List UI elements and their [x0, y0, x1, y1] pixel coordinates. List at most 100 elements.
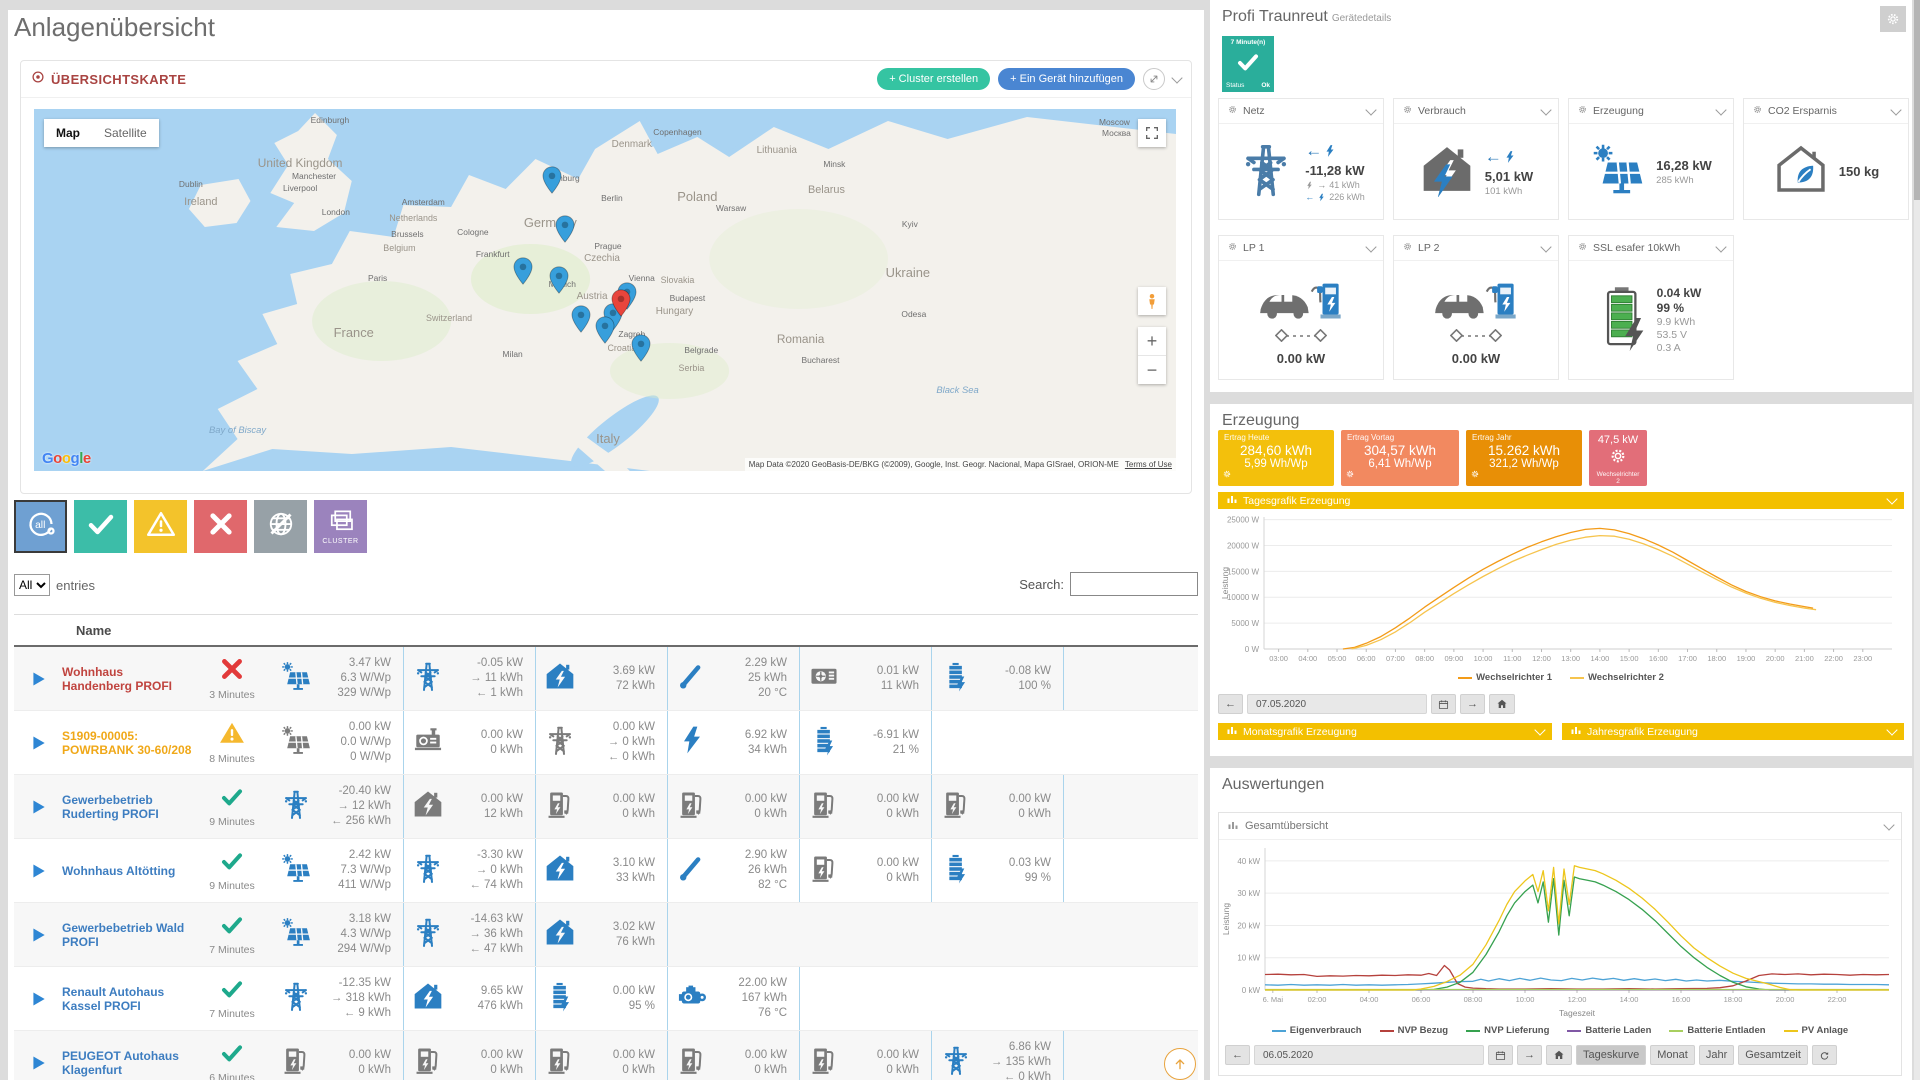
plant-name[interactable]: Gewerbebetrieb Ruderting PROFI: [62, 775, 192, 838]
chevron-down-icon[interactable]: [1534, 724, 1545, 735]
card-header: CO2 Ersparnis: [1744, 99, 1908, 124]
card-verbrauch: Verbrauch←5,01 kW101 kWh: [1393, 98, 1559, 220]
map-pin-alert[interactable]: [611, 289, 631, 317]
svg-text:07:00: 07:00: [1386, 654, 1405, 663]
chevron-down-icon[interactable]: [1365, 241, 1376, 252]
filter-ok-button[interactable]: [74, 500, 127, 553]
plant-name[interactable]: Gewerbebetrieb Wald PROFI: [62, 903, 192, 966]
search-input[interactable]: [1070, 572, 1198, 596]
stat-card-1[interactable]: Ertrag Heute284,60 kWh5,99 Wh/Wp: [1218, 430, 1334, 486]
prev-day-button[interactable]: ←: [1225, 1045, 1250, 1065]
home-button[interactable]: [1546, 1045, 1572, 1065]
plant-name[interactable]: Renault Autohaus Kassel PROFI: [62, 967, 192, 1030]
map-pin[interactable]: [549, 266, 569, 294]
table-row[interactable]: Gewerbebetrieb Wald PROFI7 Minutes3.18 k…: [14, 903, 1198, 967]
stat-card-3[interactable]: Ertrag Jahr15.262 kWh321,2 Wh/Wp: [1466, 430, 1582, 486]
calendar-button[interactable]: [1488, 1045, 1513, 1065]
legend-item: Batterie Entladen: [1669, 1025, 1765, 1036]
zoom-out-button[interactable]: −: [1138, 356, 1166, 384]
zoom-in-button[interactable]: +: [1138, 327, 1166, 355]
range-button-monat[interactable]: Monat: [1650, 1045, 1695, 1065]
table-row[interactable]: Gewerbebetrieb Ruderting PROFI9 Minutes-…: [14, 775, 1198, 839]
chevron-down-icon[interactable]: [1890, 104, 1901, 115]
table-row[interactable]: Renault Autohaus Kassel PROFI7 Minutes-1…: [14, 967, 1198, 1031]
svg-text:02:00: 02:00: [1308, 995, 1327, 1004]
row-play-button[interactable]: [14, 1031, 62, 1080]
chevron-down-icon[interactable]: [1365, 104, 1376, 115]
next-day-button[interactable]: →: [1517, 1045, 1542, 1065]
row-play-button[interactable]: [14, 647, 62, 710]
row-play-button[interactable]: [14, 775, 62, 838]
map-pin[interactable]: [555, 215, 575, 243]
map-pin[interactable]: [542, 166, 562, 194]
stat-card-2[interactable]: Ertrag Vortag304,57 kWh6,41 Wh/Wp: [1341, 430, 1459, 486]
map-pin[interactable]: [631, 334, 651, 362]
table-row[interactable]: PEUGEOT Autohaus Klagenfurt6 Minutes0.00…: [14, 1031, 1198, 1080]
table-row[interactable]: S1909-00005: POWRBANK 30-60/2088 Minutes…: [14, 711, 1198, 775]
svg-text:06:00: 06:00: [1357, 654, 1376, 663]
map-pin[interactable]: [595, 316, 615, 344]
entries-select[interactable]: All: [14, 574, 50, 596]
date-field[interactable]: 07.05.2020: [1247, 694, 1427, 714]
filter-offline-button[interactable]: [254, 500, 307, 553]
jahresgrafik-bar[interactable]: Jahresgrafik Erzeugung: [1562, 723, 1904, 740]
metric-values: 6.92 kW34 kWh: [708, 728, 799, 758]
chevron-down-icon[interactable]: [1715, 241, 1726, 252]
date-field[interactable]: 06.05.2020: [1254, 1045, 1484, 1065]
monatsgrafik-bar[interactable]: Monatsgrafik Erzeugung: [1218, 723, 1552, 740]
terms-link[interactable]: Terms of Use: [1125, 460, 1172, 469]
status-ok-icon: [220, 977, 244, 1006]
card-sub-value: 285 kWh: [1656, 175, 1712, 186]
chevron-down-icon[interactable]: [1540, 241, 1551, 252]
scroll-top-button[interactable]: [1164, 1048, 1196, 1080]
prev-day-button[interactable]: ←: [1218, 694, 1243, 714]
next-day-button[interactable]: →: [1460, 694, 1485, 714]
range-button-tageskurve[interactable]: Tageskurve: [1576, 1045, 1646, 1065]
range-button-gesamtzeit[interactable]: Gesamtzeit: [1738, 1045, 1808, 1065]
map-button[interactable]: Map: [44, 119, 92, 147]
chevron-down-icon[interactable]: [1886, 724, 1897, 735]
add-device-button[interactable]: + Ein Gerät hinzufügen: [998, 68, 1135, 90]
settings-gear-icon[interactable]: [1880, 6, 1906, 32]
filter-cluster-button[interactable]: CLUSTER: [314, 500, 367, 553]
tagesgrafik-bar[interactable]: Tagesgrafik Erzeugung: [1218, 492, 1904, 509]
expand-icon[interactable]: [1143, 68, 1165, 90]
chevron-down-icon[interactable]: [1886, 493, 1897, 504]
row-play-button[interactable]: [14, 903, 62, 966]
chevron-down-icon[interactable]: [1883, 819, 1894, 830]
pegman-icon[interactable]: [1138, 287, 1166, 315]
row-play-button[interactable]: [14, 711, 62, 774]
page-scrollbar[interactable]: [1914, 0, 1920, 1080]
ev-charger-icon: [676, 1044, 708, 1080]
fullscreen-icon[interactable]: [1138, 119, 1166, 147]
plant-name[interactable]: S1909-00005: POWRBANK 30-60/208: [62, 711, 192, 774]
range-button-jahr[interactable]: Jahr: [1699, 1045, 1734, 1065]
row-play-button[interactable]: [14, 839, 62, 902]
refresh-button[interactable]: [1812, 1045, 1837, 1065]
calendar-button[interactable]: [1431, 694, 1456, 714]
svg-text:20 kW: 20 kW: [1237, 921, 1260, 930]
create-cluster-button[interactable]: + Cluster erstellen: [877, 68, 990, 90]
metric-values: 3.10 kW33 kWh: [576, 856, 667, 886]
filter-all-button[interactable]: all: [14, 500, 67, 553]
satellite-button[interactable]: Satellite: [92, 119, 159, 147]
plant-name[interactable]: PEUGEOT Autohaus Klagenfurt: [62, 1031, 192, 1080]
table-row[interactable]: Wohnhaus Altötting9 Minutes2.42 kW7.3 W/…: [14, 839, 1198, 903]
plant-name[interactable]: Wohnhaus Altötting: [62, 839, 192, 902]
filter-warning-button[interactable]: [134, 500, 187, 553]
google-map[interactable]: United KingdomIrelandFranceGermanyPoland…: [34, 109, 1176, 471]
gesamtuebersicht-header[interactable]: Gesamtübersicht: [1219, 813, 1901, 840]
map-pin[interactable]: [513, 257, 533, 285]
filter-error-button[interactable]: [194, 500, 247, 553]
name-column-header[interactable]: Name: [76, 623, 111, 638]
row-play-button[interactable]: [14, 967, 62, 1030]
chevron-down-icon[interactable]: [1171, 72, 1182, 83]
map-pin[interactable]: [571, 305, 591, 333]
home-button[interactable]: [1489, 694, 1515, 714]
chevron-down-icon[interactable]: [1540, 104, 1551, 115]
svg-text:14:00: 14:00: [1591, 654, 1610, 663]
chevron-down-icon[interactable]: [1715, 104, 1726, 115]
plant-name[interactable]: Wohnhaus Handenberg PROFI: [62, 647, 192, 710]
table-row[interactable]: Wohnhaus Handenberg PROFI3 Minutes3.47 k…: [14, 647, 1198, 711]
stat-card-4[interactable]: 47,5 kWWechselrichter 2: [1589, 430, 1647, 486]
